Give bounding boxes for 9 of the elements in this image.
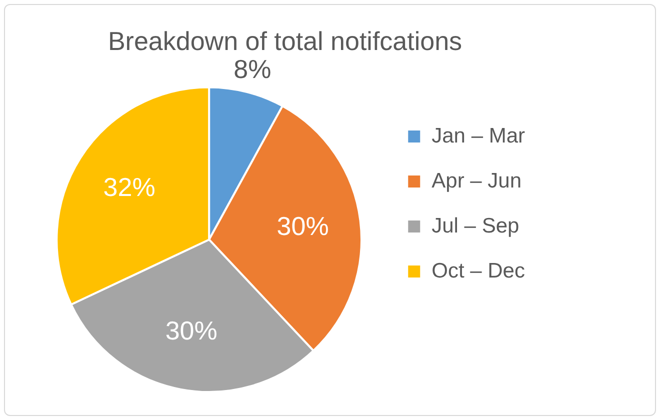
- legend-label: Apr – Jun: [432, 169, 522, 192]
- data-label: 30%: [165, 316, 218, 346]
- legend-label: Oct – Dec: [432, 259, 526, 282]
- data-label: 8%: [234, 54, 272, 84]
- data-label: 32%: [103, 172, 156, 202]
- legend-label: Jul – Sep: [432, 214, 520, 238]
- legend-label: Jan – Mar: [432, 124, 526, 148]
- data-label: 30%: [276, 210, 329, 241]
- chart-title: Breakdown of total notifcations: [108, 26, 462, 56]
